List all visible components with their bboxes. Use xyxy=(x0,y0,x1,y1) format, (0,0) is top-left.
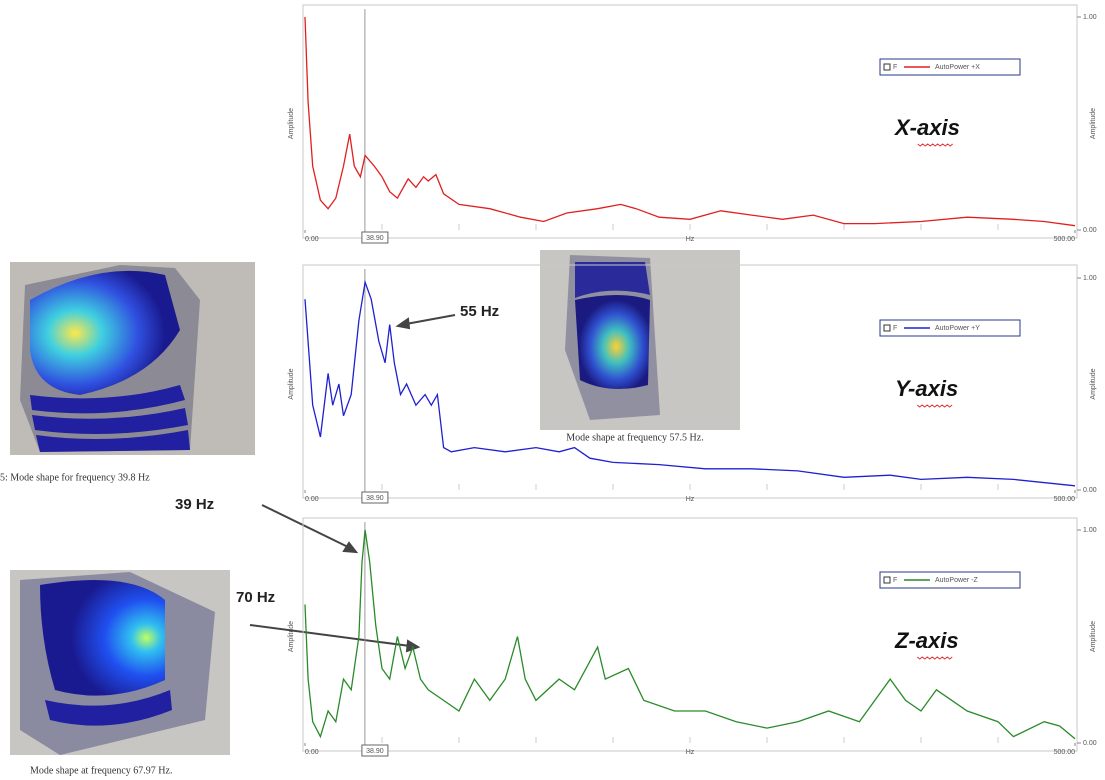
spell-underline xyxy=(917,405,952,407)
y-axis-label: Amplitude xyxy=(288,368,295,399)
spell-underline xyxy=(918,144,953,146)
legend-label: AutoPower -Z xyxy=(935,577,979,584)
figure-caption: Mode shape at frequency 67.97 Hz. xyxy=(30,765,172,776)
y-tick-label: 1.00 xyxy=(1083,527,1097,534)
frequency-note: 70 Hz xyxy=(236,589,275,606)
x-axis-label: Hz xyxy=(686,496,695,503)
cursor-label: 38.90 xyxy=(366,235,384,242)
frequency-note: 55 Hz xyxy=(460,303,499,320)
y-tick-label: 0.00 xyxy=(1083,227,1097,234)
panel-frame xyxy=(303,5,1077,238)
y-tick-label: 1.00 xyxy=(1083,14,1097,21)
y-tick-label: 1.00 xyxy=(1083,275,1097,282)
y-axis-label: Amplitude xyxy=(288,621,295,652)
spell-underline xyxy=(917,657,952,659)
y-axis-label: Amplitude xyxy=(1090,621,1097,652)
axis-annotation: Y-axis xyxy=(895,376,958,401)
panel-frame xyxy=(303,518,1077,751)
legend-marker-label: F xyxy=(893,325,897,332)
cursor-label: 38.90 xyxy=(366,748,384,755)
x-tick-label: 0.00 xyxy=(305,749,319,756)
mode-image xyxy=(540,250,740,430)
legend-label: AutoPower +Y xyxy=(935,325,980,332)
x-axis-label: Hz xyxy=(686,236,695,243)
arrows xyxy=(250,315,455,651)
mode-image xyxy=(10,570,230,755)
x-axis-label: Hz xyxy=(686,749,695,756)
legend-label: AutoPower +X xyxy=(935,64,980,71)
y-axis-label: Amplitude xyxy=(1090,368,1097,399)
x-tick-label: 500.00 xyxy=(1054,749,1076,756)
legend-marker-label: F xyxy=(893,577,897,584)
frequency-note: 39 Hz xyxy=(175,496,214,513)
x-tick-label: 0.00 xyxy=(305,236,319,243)
y-tick-label: 0.00 xyxy=(1083,487,1097,494)
y-axis-label: Amplitude xyxy=(288,108,295,139)
cursor-label: 38.90 xyxy=(366,495,384,502)
x-tick-label: 500.00 xyxy=(1054,496,1076,503)
axis-annotation: Z-axis xyxy=(894,628,959,653)
figure: 5: Mode shape for frequency 39.8 Hz Mode… xyxy=(0,0,1105,780)
axis-annotation: X-axis xyxy=(893,115,960,140)
y-tick-label: 0.00 xyxy=(1083,740,1097,747)
legend-marker-label: F xyxy=(893,64,897,71)
x-tick-label: 500.00 xyxy=(1054,236,1076,243)
y-axis-label: Amplitude xyxy=(1090,108,1097,139)
mode-image xyxy=(10,262,255,455)
figure-caption: Mode shape at frequency 57.5 Hz. xyxy=(566,432,703,443)
figure-caption: 5: Mode shape for frequency 39.8 Hz xyxy=(0,472,150,483)
spectrum-line xyxy=(305,530,1075,739)
x-tick-label: 0.00 xyxy=(305,496,319,503)
